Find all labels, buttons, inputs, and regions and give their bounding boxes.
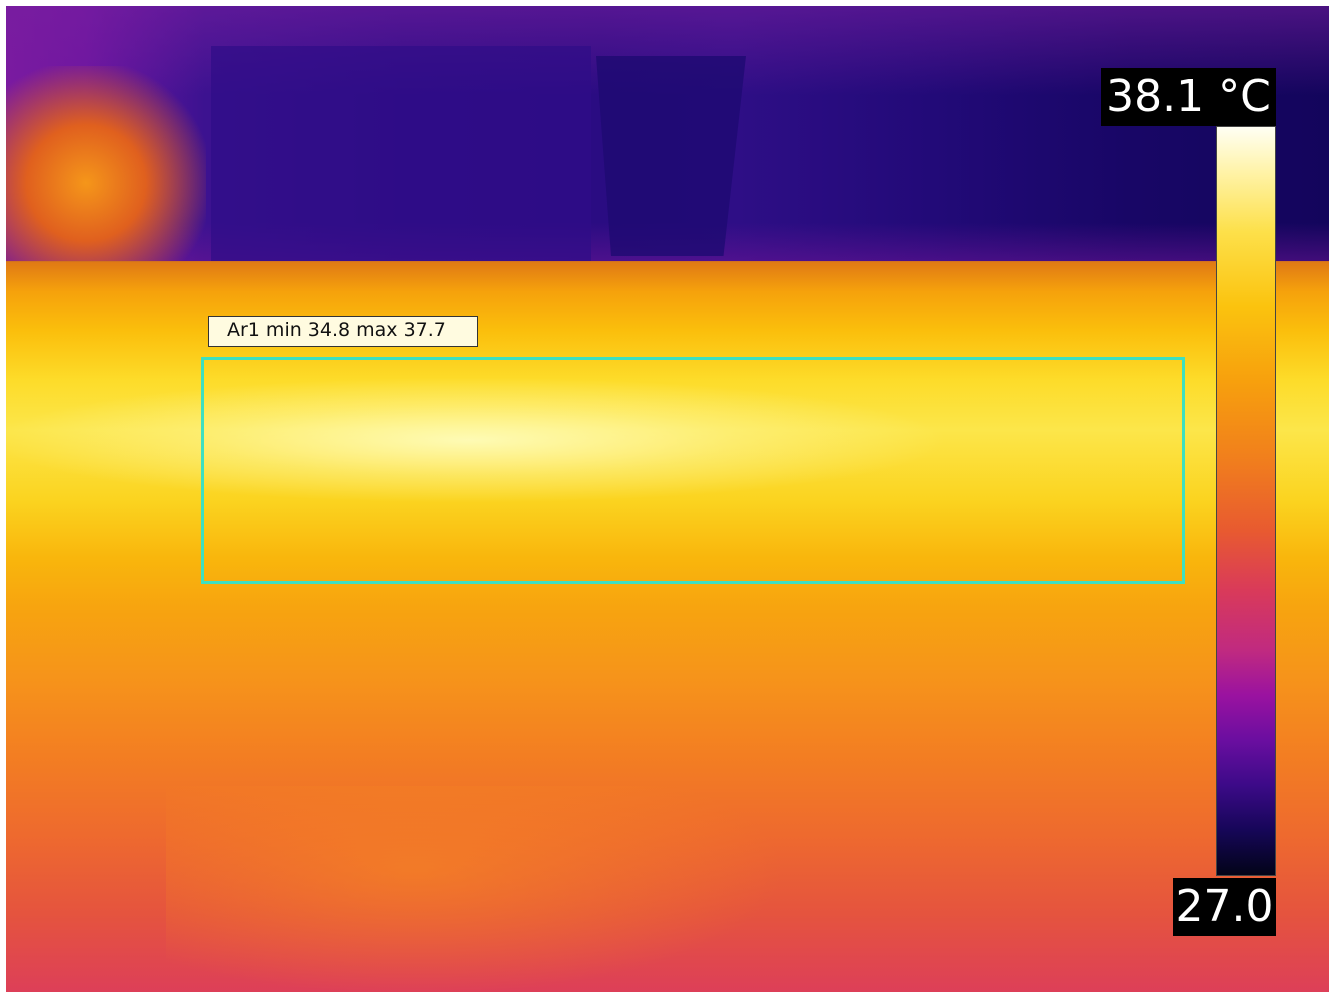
thermal-image [6, 6, 1329, 992]
dark-object [596, 56, 746, 256]
scale-min-label: 27.0 [1173, 878, 1276, 936]
dark-object [211, 46, 591, 261]
scale-max-label: 38.1 °C [1101, 68, 1276, 126]
hot-band [6, 336, 1329, 596]
lower-warm-area [166, 786, 786, 992]
warm-object-left [6, 66, 206, 261]
area-measurement-box[interactable] [201, 357, 1185, 584]
area-measurement-label: Ar1 min 34.8 max 37.7 [208, 316, 478, 347]
color-scale-bar [1216, 126, 1276, 876]
